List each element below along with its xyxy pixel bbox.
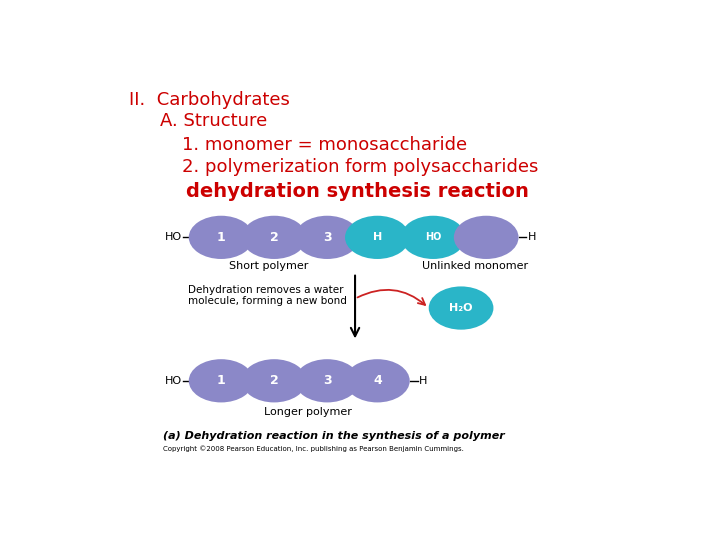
Ellipse shape	[401, 216, 466, 259]
Text: 2. polymerization form polysaccharides: 2. polymerization form polysaccharides	[182, 158, 539, 176]
Text: 2: 2	[270, 374, 279, 387]
Ellipse shape	[345, 216, 410, 259]
Ellipse shape	[345, 359, 410, 402]
Text: 4: 4	[373, 374, 382, 387]
Text: Copyright ©2008 Pearson Education, Inc. publishing as Pearson Benjamin Cummings.: Copyright ©2008 Pearson Education, Inc. …	[163, 446, 464, 452]
Text: 2: 2	[270, 231, 279, 244]
Ellipse shape	[454, 216, 518, 259]
Ellipse shape	[242, 359, 307, 402]
Text: 1. monomer = monosaccharide: 1. monomer = monosaccharide	[182, 136, 467, 154]
Ellipse shape	[294, 359, 359, 402]
Ellipse shape	[189, 216, 253, 259]
Ellipse shape	[294, 216, 359, 259]
Text: II.  Carbohydrates: II. Carbohydrates	[129, 91, 290, 109]
Text: 3: 3	[323, 374, 331, 387]
Ellipse shape	[189, 359, 253, 402]
Ellipse shape	[242, 216, 307, 259]
Text: HO: HO	[165, 376, 182, 386]
Text: dehydration synthesis reaction: dehydration synthesis reaction	[186, 182, 529, 201]
Text: Short polymer: Short polymer	[229, 261, 308, 272]
Text: A. Structure: A. Structure	[160, 112, 267, 130]
Text: H: H	[528, 232, 536, 242]
Text: Dehydration removes a water
molecule, forming a new bond: Dehydration removes a water molecule, fo…	[188, 285, 346, 306]
Text: (a) Dehydration reaction in the synthesis of a polymer: (a) Dehydration reaction in the synthesi…	[163, 431, 504, 441]
Text: 1: 1	[217, 231, 225, 244]
Text: Unlinked monomer: Unlinked monomer	[422, 261, 528, 272]
Text: Longer polymer: Longer polymer	[264, 407, 351, 417]
Text: H: H	[419, 376, 428, 386]
Text: H₂O: H₂O	[449, 303, 473, 313]
Text: 3: 3	[323, 231, 331, 244]
Text: HO: HO	[425, 232, 441, 242]
Text: H: H	[373, 232, 382, 242]
Text: HO: HO	[165, 232, 182, 242]
FancyArrowPatch shape	[358, 290, 425, 305]
Ellipse shape	[428, 286, 493, 329]
Text: 1: 1	[217, 374, 225, 387]
